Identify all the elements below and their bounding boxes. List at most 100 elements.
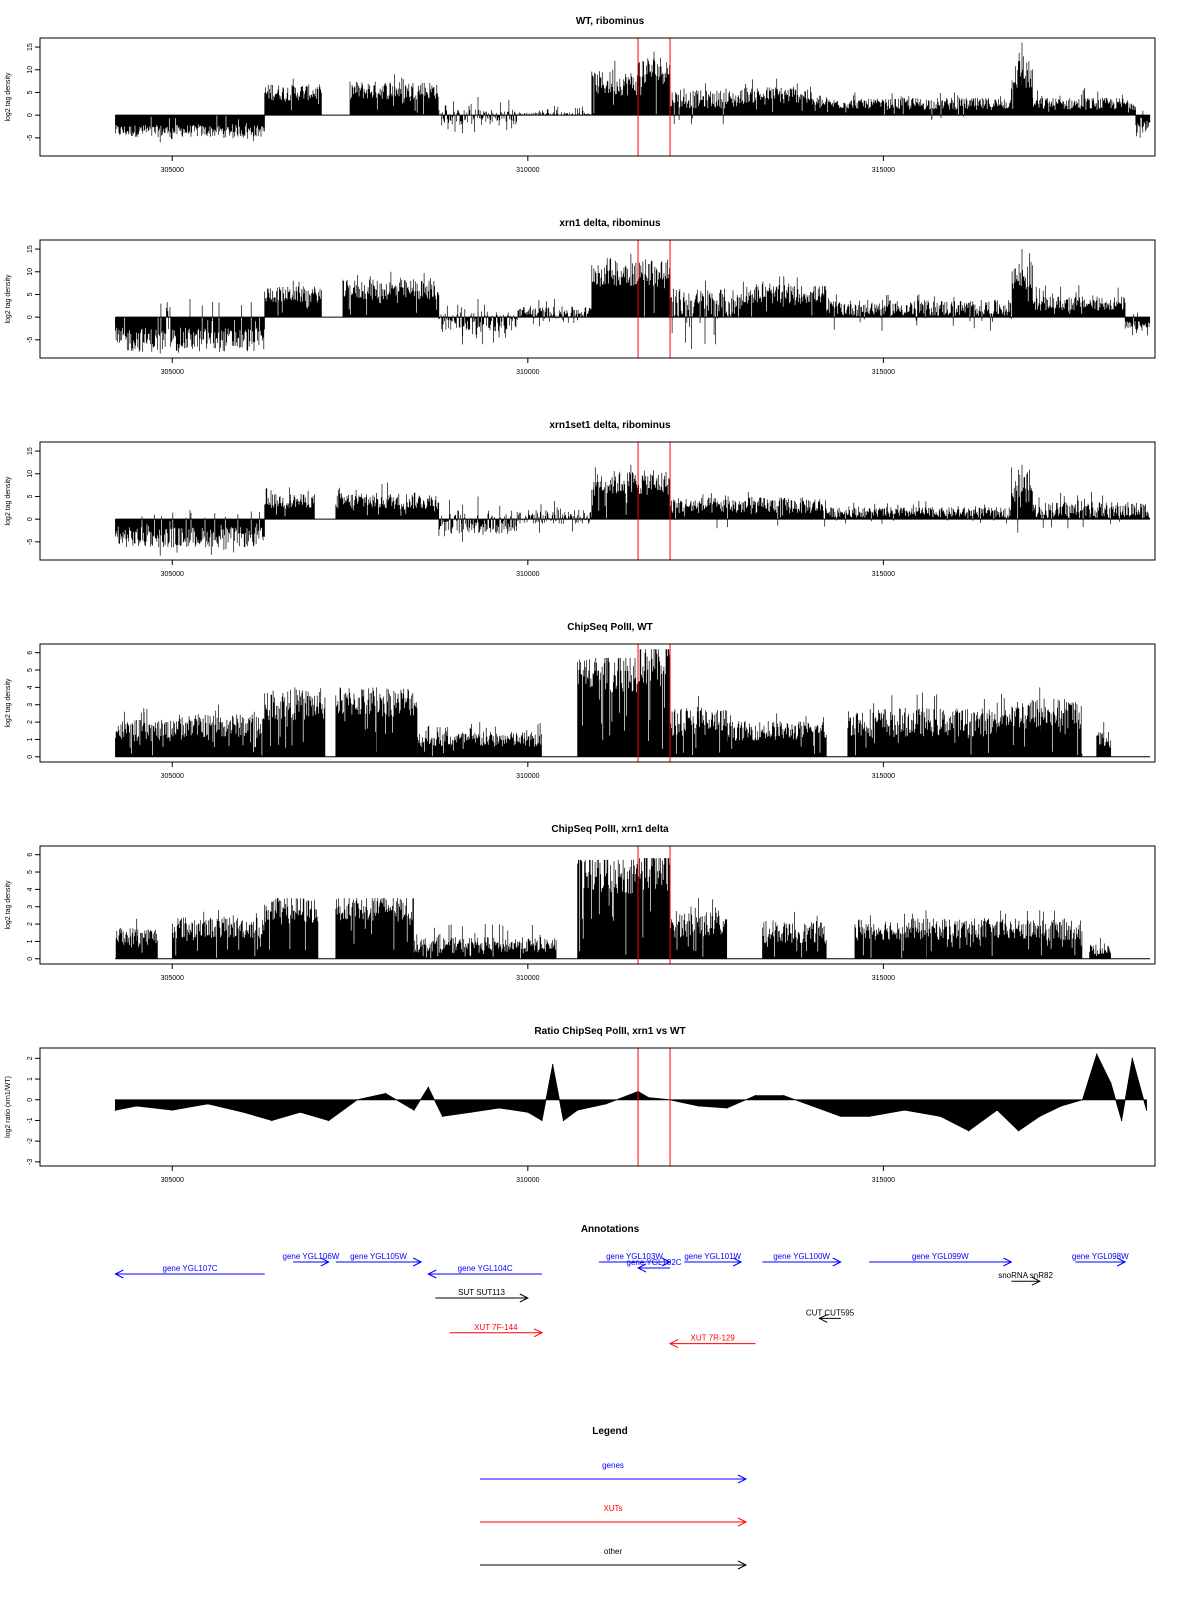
data-point: [385, 1092, 387, 1095]
data-bars: [1011, 42, 1033, 116]
feature-label: gene YGL103W: [606, 1252, 663, 1261]
data-point: [114, 1109, 116, 1111]
plot-frame: [39, 845, 1156, 965]
data-bars: [637, 51, 670, 116]
data-bars: [996, 687, 1083, 757]
feature-label: CUT CUT595: [806, 1308, 855, 1317]
data-point: [299, 1111, 301, 1113]
legend-item: other: [480, 1547, 748, 1570]
data-point: [697, 1105, 700, 1107]
y-tick-label: 15: [27, 43, 34, 51]
annotation-feature: gene YGL098W: [1072, 1252, 1129, 1267]
data-bars: [264, 687, 326, 757]
data-bars: [826, 294, 1012, 331]
x-tick-label: 305000: [161, 1177, 184, 1184]
data-point: [840, 1115, 842, 1117]
x-tick-label: 315000: [872, 975, 895, 982]
data-bars: [669, 898, 728, 959]
feature-label: gene YGL098W: [1072, 1252, 1129, 1261]
data-point: [1110, 1082, 1112, 1084]
chart-data-group: [115, 649, 1151, 758]
data-point: [541, 1119, 543, 1122]
feature-arrowhead: [412, 1257, 423, 1267]
y-tick-label: -3: [27, 1159, 34, 1165]
annotation-feature: gene YGL105W: [335, 1252, 423, 1267]
feature-arrowhead: [1031, 1276, 1041, 1286]
data-point: [1145, 1109, 1148, 1111]
data-bars: [438, 299, 517, 345]
x-tick-label: 315000: [872, 1177, 895, 1184]
data-segment: [517, 106, 591, 116]
feature-arrowhead: [519, 1293, 529, 1303]
data-segment: [637, 51, 670, 116]
annotation-feature: gene YGL107C: [114, 1264, 265, 1279]
data-point: [242, 1111, 244, 1113]
feature-arrowhead: [114, 1269, 124, 1279]
y-axis-label: log2 ratio (xrn1/WT): [5, 1076, 12, 1138]
feature-label: gene YGL100W: [773, 1252, 830, 1261]
data-segment: [591, 60, 639, 116]
data-bars: [591, 464, 670, 520]
y-axis-label: log2 tag density: [5, 274, 12, 324]
data-bars: [413, 924, 557, 959]
data-point: [577, 1109, 579, 1111]
data-point: [562, 1119, 565, 1122]
data-segment: [1135, 110, 1151, 138]
data-point: [783, 1095, 785, 1097]
y-tick-label: 5: [27, 668, 34, 672]
plot-frame: [39, 643, 1156, 763]
data-bars: [115, 115, 265, 143]
feature-label: gene YGL104C: [458, 1264, 513, 1273]
data-segment: [335, 687, 418, 757]
data-bars: [516, 299, 592, 327]
y-tick-label: 5: [27, 90, 34, 94]
data-segment: [115, 918, 158, 959]
data-bars: [740, 276, 827, 318]
y-tick-label: 1: [27, 939, 34, 943]
data-bars: [342, 271, 440, 318]
feature-label: gene YGL102C: [627, 1258, 682, 1267]
y-tick-label: 15: [27, 447, 34, 455]
chart-panel-1: WT, ribominus -5 0 5 10 15 log2 tag density 305…: [5, 16, 1156, 174]
chart-title: Ratio ChipSeq PolII, xrn1 vs WT: [534, 1026, 685, 1037]
data-point: [328, 1119, 330, 1122]
feature-arrowhead: [661, 1257, 672, 1267]
data-segment: [438, 97, 517, 134]
y-axis: -5 0 5 10 15 log2 tag density: [5, 447, 40, 545]
y-tick-label: -5: [27, 135, 34, 141]
legend-item: genes: [480, 1461, 748, 1484]
data-point: [1096, 1053, 1098, 1055]
x-tick-label: 310000: [516, 167, 539, 174]
y-tick-label: 0: [27, 517, 34, 521]
y-tick-label: -5: [27, 337, 34, 343]
y-tick-label: 5: [27, 292, 34, 296]
feature-label: gene YGL105W: [350, 1252, 407, 1261]
y-axis: 0 1 2 3 4 5 6 log2 tag density: [5, 853, 40, 961]
annotation-feature: snoRNA snR82: [998, 1271, 1053, 1286]
y-tick-label: 3: [27, 703, 34, 707]
x-axis: 305000 310000 315000: [161, 964, 895, 982]
x-tick-label: 305000: [161, 167, 184, 174]
y-axis: -5 0 5 10 15 log2 tag density: [5, 43, 40, 141]
feature-arrowhead: [818, 1313, 828, 1323]
y-tick-label: 10: [27, 66, 34, 74]
data-point: [356, 1099, 358, 1101]
data-bars: [826, 501, 1012, 524]
data-point: [527, 1111, 529, 1113]
data-bars: [726, 713, 827, 757]
data-point: [968, 1130, 970, 1132]
data-segment: [1089, 938, 1111, 959]
x-tick-label: 305000: [161, 773, 184, 780]
data-point: [1121, 1119, 1123, 1122]
plot-frame: [39, 441, 1156, 561]
x-axis: 305000 310000 315000: [161, 1166, 895, 1184]
data-segment: [438, 496, 517, 542]
data-point: [904, 1109, 906, 1111]
x-tick-label: 305000: [161, 571, 184, 578]
data-segment: [413, 924, 557, 959]
x-tick-label: 305000: [161, 369, 184, 376]
annotation-feature: gene YGL102C: [627, 1258, 682, 1273]
y-tick-label: 2: [27, 1056, 34, 1060]
data-segment: [1011, 249, 1033, 318]
y-tick-label: -2: [27, 1138, 34, 1144]
